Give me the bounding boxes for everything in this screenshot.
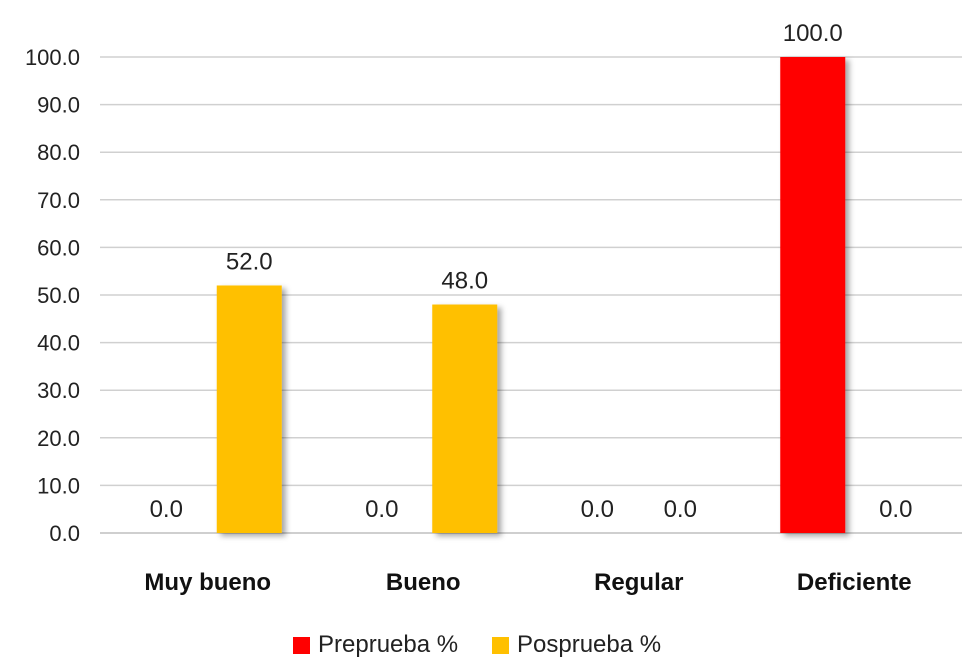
category-label: Bueno xyxy=(386,569,461,596)
legend-label: Posprueba % xyxy=(517,631,661,658)
y-tick-label: 50.0 xyxy=(37,283,80,308)
y-tick-label: 20.0 xyxy=(37,426,80,451)
y-axis-ticks: 0.0 10.0 20.0 30.0 40.0 50.0 60.0 70.0 80.0 90.0 1… xyxy=(25,45,80,546)
y-tick-label: 10.0 xyxy=(37,473,80,498)
data-label: 0.0 xyxy=(150,496,183,523)
data-label: 52.0 xyxy=(226,248,273,275)
category-label: Deficiente xyxy=(797,569,912,596)
legend: Preprueba % Posprueba % xyxy=(293,631,661,658)
y-tick-label: 100.0 xyxy=(25,45,80,70)
bar-muy-bueno-series-2 xyxy=(216,285,282,533)
y-tick-label: 40.0 xyxy=(37,331,80,356)
data-labels: 0.0 52.0 0.0 48.0 0.0 0.0 100.0 0.0 xyxy=(150,20,913,523)
category-label: Muy bueno xyxy=(144,569,271,596)
y-tick-label: 80.0 xyxy=(37,140,80,165)
category-label: Regular xyxy=(594,569,683,596)
data-label: 0.0 xyxy=(581,496,614,523)
data-label: 0.0 xyxy=(365,496,398,523)
legend-swatch xyxy=(492,637,509,654)
y-tick-label: 90.0 xyxy=(37,93,80,118)
y-tick-label: 0.0 xyxy=(49,521,80,546)
bar-bueno-series-2 xyxy=(432,304,498,533)
data-label: 0.0 xyxy=(879,496,912,523)
y-tick-label: 30.0 xyxy=(37,378,80,403)
data-label: 0.0 xyxy=(664,496,697,523)
bars xyxy=(216,57,846,533)
x-axis-categories: Muy bueno Bueno Regular Deficiente xyxy=(144,569,911,596)
bar-deficiente-series-1 xyxy=(780,57,846,533)
legend-swatch xyxy=(293,637,310,654)
data-label: 48.0 xyxy=(441,268,488,295)
legend-label: Preprueba % xyxy=(318,631,458,658)
y-tick-label: 60.0 xyxy=(37,235,80,260)
y-tick-label: 70.0 xyxy=(37,188,80,213)
data-label: 100.0 xyxy=(783,20,843,47)
